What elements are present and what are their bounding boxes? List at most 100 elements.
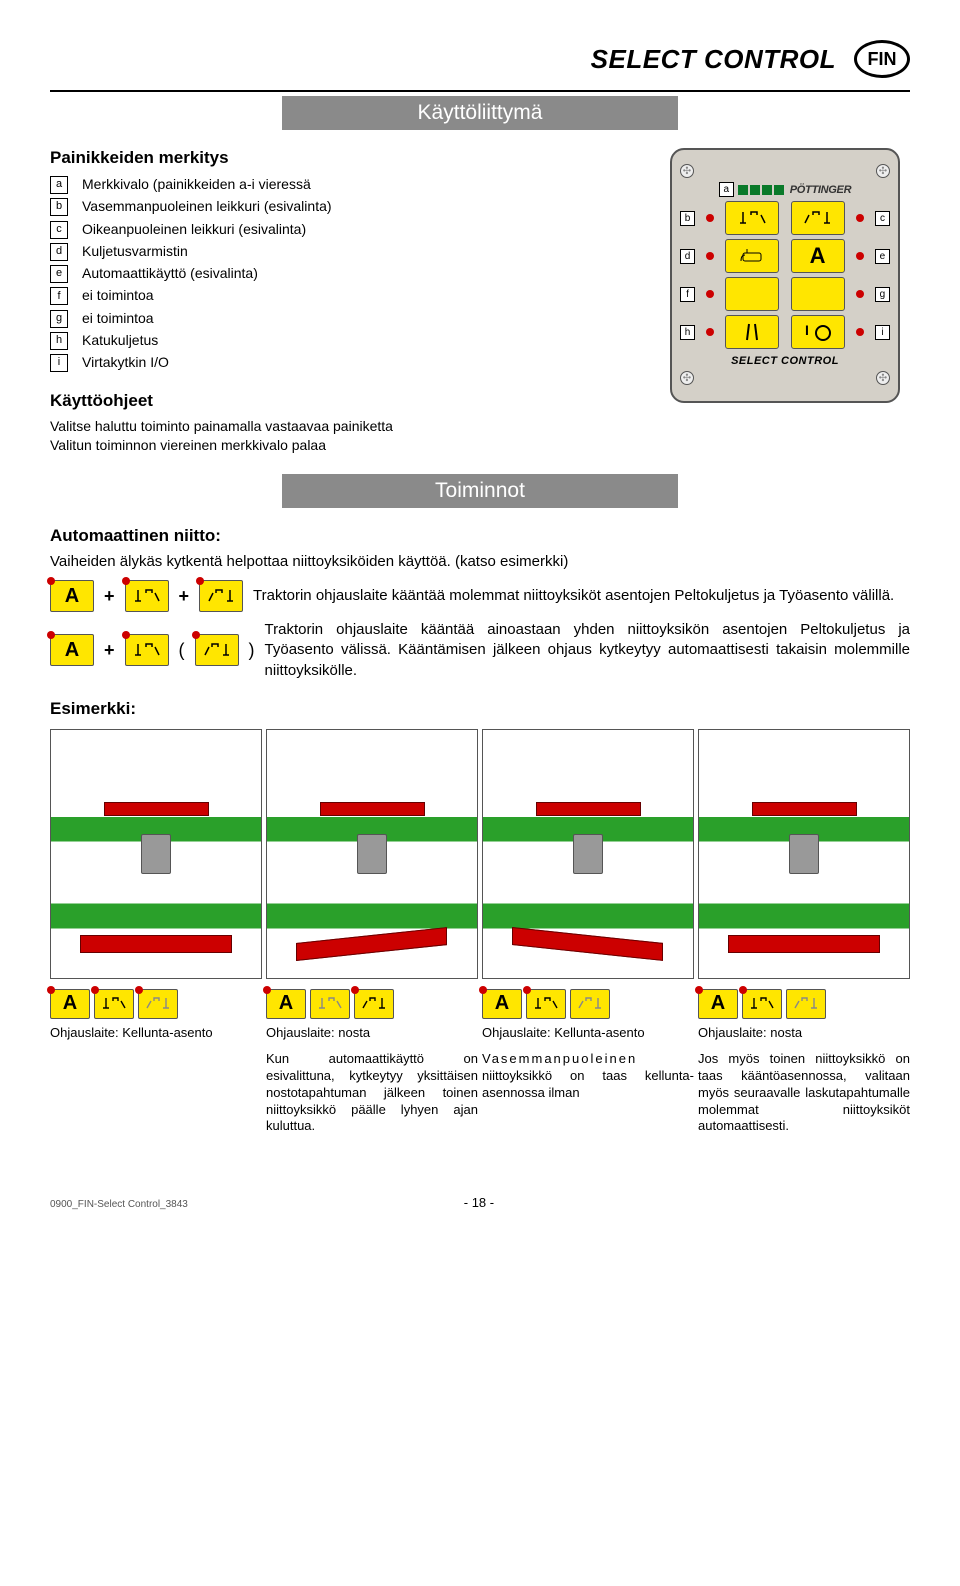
key-i-label: Virtakytkin I/O xyxy=(82,352,169,372)
example-cell-3: A Ohjauslaite: Kellunta-asento Vasemmanp… xyxy=(482,729,694,1135)
left-mower-icon xyxy=(125,634,169,666)
panel-btn-h xyxy=(725,315,779,349)
mower-diagram xyxy=(266,729,478,979)
panel-key-c: c xyxy=(875,211,890,226)
panel-key-g: g xyxy=(875,287,890,302)
doc-title: SELECT CONTROL xyxy=(591,44,836,75)
panel-btn-i: I xyxy=(791,315,845,349)
ex-text-2: Kun automaattikäyttö on esivalittuna, ky… xyxy=(266,1051,478,1135)
panel-btn-f xyxy=(725,277,779,311)
a-button-icon: A xyxy=(50,989,90,1019)
key-c: c xyxy=(50,221,68,239)
panel-key-a: a xyxy=(719,182,734,197)
example-heading: Esimerkki: xyxy=(50,699,910,719)
panel-btn-d xyxy=(725,239,779,273)
key-h-label: Katukuljetus xyxy=(82,330,158,350)
example-cell-1: A Ohjauslaite: Kellunta-asento xyxy=(50,729,262,1135)
key-f: f xyxy=(50,287,68,305)
left-mower-icon xyxy=(310,989,350,1019)
close-paren: ) xyxy=(249,640,255,661)
left-mower-icon xyxy=(125,580,169,612)
right-mower-icon xyxy=(354,989,394,1019)
key-a: a xyxy=(50,176,68,194)
page-footer: 0900_FIN-Select Control_3843 - 18 - xyxy=(50,1195,910,1210)
pottinger-logo: PÖTTINGER xyxy=(738,184,851,196)
ops-text: Valitse haluttu toiminto painamalla vast… xyxy=(50,417,660,456)
panel-key-d: d xyxy=(680,249,695,264)
right-mower-icon xyxy=(199,580,243,612)
led-icon xyxy=(856,252,864,260)
auto-subtext: Vaiheiden älykäs kytkentä helpottaa niit… xyxy=(50,552,910,572)
key-a-label: Merkkivalo (painikkeiden a-i vieressä xyxy=(82,174,311,194)
open-paren: ( xyxy=(179,640,185,661)
screw-icon: ✣ xyxy=(876,371,890,385)
a-button-icon: A xyxy=(698,989,738,1019)
panel-footer-label: SELECT CONTROL xyxy=(680,355,890,367)
left-mower-icon xyxy=(94,989,134,1019)
ex-caption-4: Ohjauslaite: nosta xyxy=(698,1025,910,1043)
led-icon xyxy=(856,214,864,222)
page-header: SELECT CONTROL FIN xyxy=(50,40,910,78)
control-panel-diagram: ✣ ✣ a PÖTTINGER b c xyxy=(670,148,900,403)
section-heading-ui: Käyttöliittymä xyxy=(282,96,678,130)
screw-icon: ✣ xyxy=(680,371,694,385)
ex-caption-3: Ohjauslaite: Kellunta-asento xyxy=(482,1025,694,1043)
led-icon xyxy=(856,328,864,336)
a-button-icon: A xyxy=(50,580,94,612)
a-button-icon: A xyxy=(266,989,306,1019)
right-mower-icon xyxy=(786,989,826,1019)
key-e: e xyxy=(50,265,68,283)
divider xyxy=(50,90,910,92)
panel-btn-b xyxy=(725,201,779,235)
left-mower-icon xyxy=(742,989,782,1019)
page-number: - 18 - xyxy=(464,1195,494,1210)
a-button-icon: A xyxy=(50,634,94,666)
key-e-label: Automaattikäyttö (esivalinta) xyxy=(82,263,258,283)
right-mower-icon xyxy=(195,634,239,666)
led-icon xyxy=(706,214,714,222)
key-c-label: Oikeanpuoleinen leikkuri (esivalinta) xyxy=(82,219,306,239)
intro-row: Painikkeiden merkitys a Merkkivalo (paini… xyxy=(50,148,910,456)
led-icon xyxy=(706,290,714,298)
keys-heading: Painikkeiden merkitys xyxy=(50,148,660,168)
right-mower-icon xyxy=(570,989,610,1019)
key-f-label: ei toimintoa xyxy=(82,285,154,305)
auto-heading: Automaattinen niitto: xyxy=(50,526,910,546)
ops-line-2: Valitun toiminnon viereinen merkkivalo p… xyxy=(50,436,660,456)
mower-diagram xyxy=(482,729,694,979)
led-icon xyxy=(856,290,864,298)
example-cell-4: A Ohjauslaite: nosta Jos myös toinen nii… xyxy=(698,729,910,1135)
a-button-icon: A xyxy=(482,989,522,1019)
example-grid: A Ohjauslaite: Kellunta-asento A Ohjausl… xyxy=(50,729,910,1135)
mower-diagram xyxy=(50,729,262,979)
panel-btn-g xyxy=(791,277,845,311)
a-letter: A xyxy=(810,243,826,269)
combo-row-1: A + + Traktorin ohjauslaite kääntää mole… xyxy=(50,580,910,612)
key-g-label: ei toimintoa xyxy=(82,308,154,328)
brand-text: PÖTTINGER xyxy=(790,184,851,196)
mower-diagram xyxy=(698,729,910,979)
example-cell-2: A Ohjauslaite: nosta Kun automaattikäytt… xyxy=(266,729,478,1135)
panel-btn-e: A xyxy=(791,239,845,273)
svg-text:I: I xyxy=(805,322,809,338)
panel-key-b: b xyxy=(680,211,695,226)
right-mower-icon xyxy=(138,989,178,1019)
language-badge: FIN xyxy=(854,40,910,78)
combo-1-text: Traktorin ohjauslaite kääntää molemmat n… xyxy=(253,586,910,606)
key-legend-list: aMerkkivalo (painikkeiden a-i vieressä b… xyxy=(50,174,660,373)
led-icon xyxy=(706,252,714,260)
panel-key-f: f xyxy=(680,287,695,302)
key-d-label: Kuljetusvarmistin xyxy=(82,241,188,261)
key-i: i xyxy=(50,354,68,372)
plus-icon: + xyxy=(104,586,115,607)
left-mower-icon xyxy=(526,989,566,1019)
plus-icon: + xyxy=(104,640,115,661)
screw-icon: ✣ xyxy=(680,164,694,178)
key-g: g xyxy=(50,310,68,328)
ex-text-3: Vasemmanpuoleinen niittoyksikkö on taas … xyxy=(482,1051,694,1102)
ex-caption-2: Ohjauslaite: nosta xyxy=(266,1025,478,1043)
combo-row-2: A + ( ) Traktorin ohjauslaite kääntää ai… xyxy=(50,620,910,681)
doc-ref: 0900_FIN-Select Control_3843 xyxy=(50,1199,188,1210)
ops-line-1: Valitse haluttu toiminto painamalla vast… xyxy=(50,417,660,437)
key-b-label: Vasemmanpuoleinen leikkuri (esivalinta) xyxy=(82,196,332,216)
